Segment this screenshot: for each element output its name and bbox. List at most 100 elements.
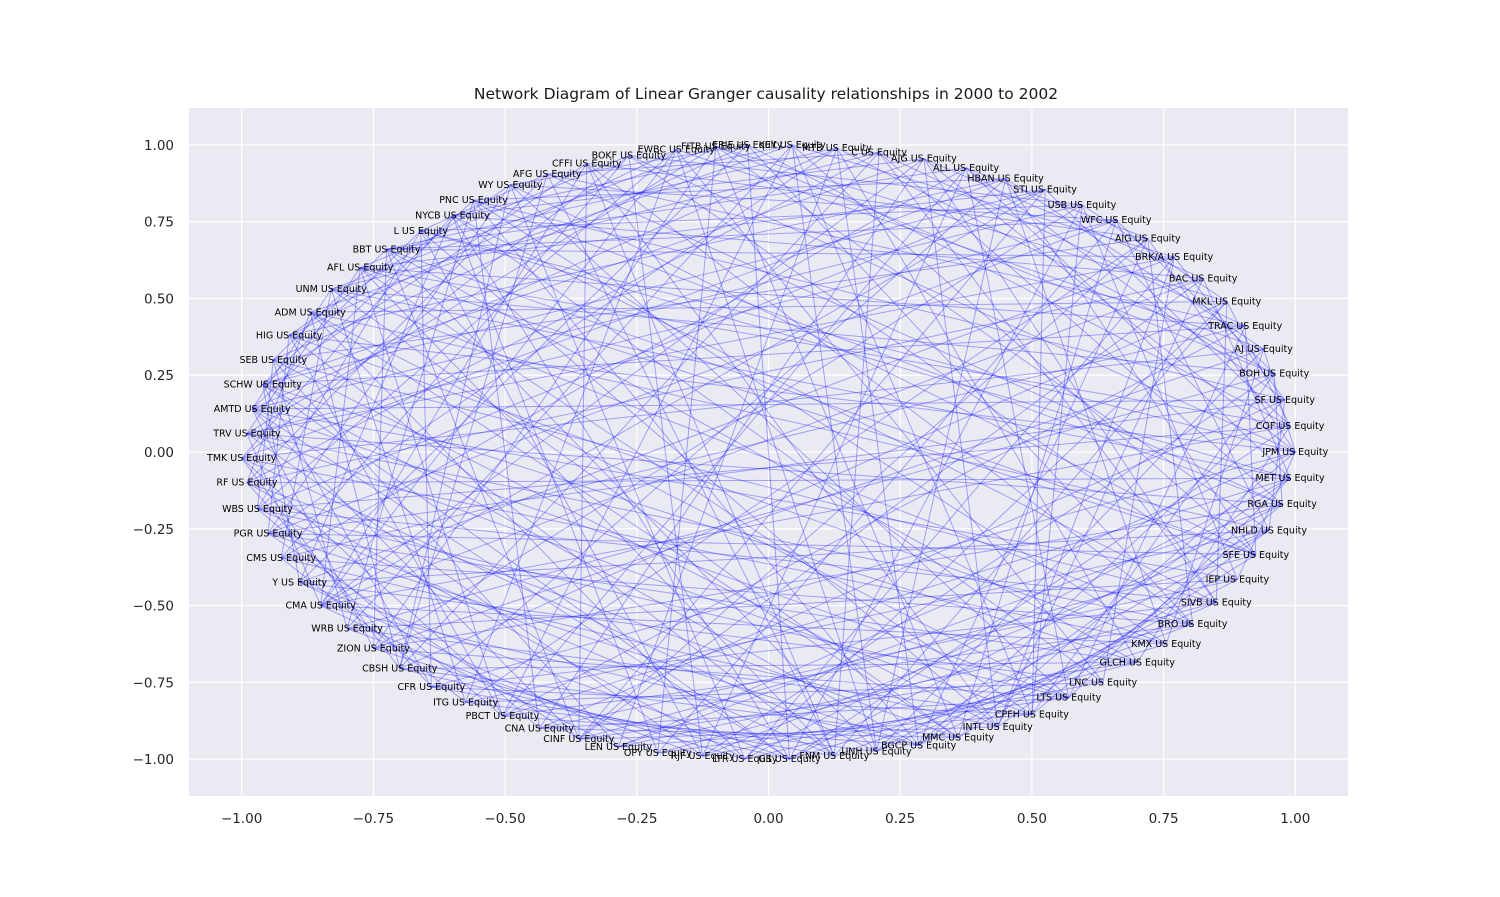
edge xyxy=(465,681,1104,703)
edge xyxy=(310,301,1227,313)
edge xyxy=(320,605,1167,645)
node-label: CMS US Equity xyxy=(246,553,316,564)
node-label: SIVB US Equity xyxy=(1181,598,1252,609)
edge xyxy=(1068,325,1246,698)
node-label: USB US Equity xyxy=(1048,200,1117,211)
edge xyxy=(241,457,1167,645)
edge xyxy=(320,605,919,746)
edge xyxy=(257,508,1069,699)
edge xyxy=(360,188,1046,269)
edge xyxy=(268,532,1256,556)
node-label: BOKF US Equity xyxy=(592,151,667,162)
node-label: UNH US Equity xyxy=(841,746,912,757)
edge xyxy=(746,144,791,760)
edge xyxy=(273,238,1148,361)
x-tick-label: 1.00 xyxy=(1280,811,1310,827)
edge xyxy=(399,152,880,669)
edge xyxy=(1005,178,1264,350)
node-label: AIG US Equity xyxy=(1115,234,1181,245)
edge xyxy=(331,152,880,290)
edge xyxy=(257,508,503,717)
edge xyxy=(420,173,548,232)
edge xyxy=(299,582,1104,683)
edge xyxy=(360,267,1256,556)
edge xyxy=(420,230,998,728)
edge xyxy=(957,219,1117,738)
edge xyxy=(289,334,1296,453)
edge xyxy=(246,256,1175,435)
edge xyxy=(373,348,1264,650)
node-label: MMC US Equity xyxy=(922,733,994,744)
edge xyxy=(918,477,1291,746)
edge xyxy=(252,408,1238,580)
node-label: CFFI US Equity xyxy=(552,158,622,169)
edge xyxy=(246,482,959,739)
edge xyxy=(657,146,717,754)
edge xyxy=(320,158,925,606)
edge xyxy=(251,408,374,649)
edge xyxy=(256,359,274,509)
edge xyxy=(431,686,835,757)
node-label: AMTD US Equity xyxy=(214,404,291,415)
edge xyxy=(747,144,1193,625)
edge xyxy=(539,727,959,739)
x-tick-label: −1.00 xyxy=(221,811,262,827)
edge xyxy=(618,714,1032,748)
edge xyxy=(399,668,959,739)
node-label: ERIE US Equity xyxy=(712,140,783,151)
node-label: WBS US Equity xyxy=(222,504,293,515)
node-label: GLCH US Equity xyxy=(1100,657,1176,668)
edge xyxy=(262,383,1138,663)
edge xyxy=(473,199,1283,505)
edge xyxy=(373,648,745,760)
edge xyxy=(744,256,1175,760)
edge xyxy=(965,167,1070,698)
edge xyxy=(472,200,540,729)
node-label: KMX US Equity xyxy=(1131,639,1201,650)
edge xyxy=(586,162,1193,625)
edge xyxy=(420,204,1082,232)
edge xyxy=(280,557,466,703)
x-tick-label: 0.25 xyxy=(885,811,915,827)
edge xyxy=(744,477,1291,760)
edge xyxy=(359,267,1033,716)
edge xyxy=(997,256,1175,728)
node-label: BGCP US Equity xyxy=(881,740,957,751)
edge xyxy=(262,188,1046,385)
edge xyxy=(473,199,920,746)
edge xyxy=(1031,373,1275,715)
edge xyxy=(657,697,1069,754)
node-label: PGR US Equity xyxy=(234,528,303,539)
edge xyxy=(473,199,1285,401)
node-label: INTL US Equity xyxy=(963,722,1033,733)
edge xyxy=(257,230,422,510)
edge xyxy=(502,167,967,717)
node-label: UNM US Equity xyxy=(296,284,368,295)
edge xyxy=(262,158,925,385)
node-label: AJ US Equity xyxy=(1235,344,1294,355)
edge xyxy=(386,249,580,740)
edge xyxy=(246,482,746,760)
edge xyxy=(833,301,1228,757)
edge xyxy=(918,238,1149,746)
edge xyxy=(1244,326,1257,555)
edge xyxy=(386,147,838,250)
edge xyxy=(309,311,746,760)
edge xyxy=(288,178,1006,336)
node-label: HIG US Equity xyxy=(256,330,323,341)
edge xyxy=(310,144,793,313)
edge xyxy=(372,146,717,649)
node-label: NHLD US Equity xyxy=(1231,525,1307,536)
node-label: TMK US Equity xyxy=(206,453,277,464)
edge xyxy=(272,248,387,361)
edge xyxy=(452,215,1217,603)
y-tick-label: −0.75 xyxy=(133,675,174,691)
edge xyxy=(320,277,1204,607)
edge xyxy=(273,144,748,361)
edge xyxy=(267,532,580,740)
edge xyxy=(965,167,1286,401)
edge xyxy=(578,726,998,740)
edge xyxy=(657,602,1217,754)
edge xyxy=(331,288,1275,375)
edge xyxy=(252,147,838,410)
